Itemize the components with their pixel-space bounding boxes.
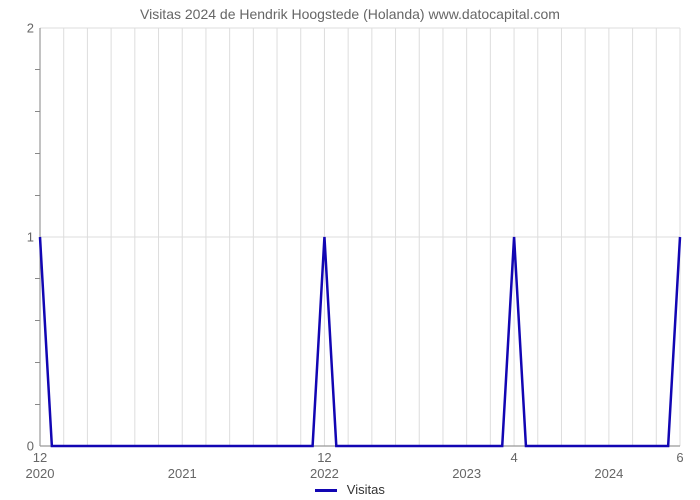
x-year-label: 2021 <box>168 466 197 481</box>
y-tick-label: 2 <box>27 21 34 36</box>
y-minor-tick <box>35 404 40 405</box>
chart-container: Visitas 2024 de Hendrik Hoogstede (Holan… <box>0 0 700 500</box>
y-minor-tick <box>35 111 40 112</box>
x-year-label: 2022 <box>310 466 339 481</box>
x-point-label: 6 <box>676 450 683 465</box>
y-minor-tick <box>35 153 40 154</box>
series-line <box>40 237 680 446</box>
y-minor-tick <box>35 69 40 70</box>
legend-swatch <box>315 489 337 492</box>
line-chart-svg <box>40 28 680 446</box>
plot-area: 01220202021202220232024121246 <box>40 28 680 446</box>
x-year-label: 2024 <box>594 466 623 481</box>
y-minor-tick <box>35 362 40 363</box>
legend-label: Visitas <box>347 482 385 497</box>
y-minor-tick <box>35 278 40 279</box>
chart-title: Visitas 2024 de Hendrik Hoogstede (Holan… <box>0 6 700 22</box>
legend: Visitas <box>0 482 700 497</box>
x-point-label: 12 <box>317 450 331 465</box>
x-year-label: 2023 <box>452 466 481 481</box>
x-point-label: 12 <box>33 450 47 465</box>
y-minor-tick <box>35 195 40 196</box>
x-year-label: 2020 <box>26 466 55 481</box>
y-tick-label: 1 <box>27 230 34 245</box>
y-minor-tick <box>35 320 40 321</box>
x-point-label: 4 <box>510 450 517 465</box>
